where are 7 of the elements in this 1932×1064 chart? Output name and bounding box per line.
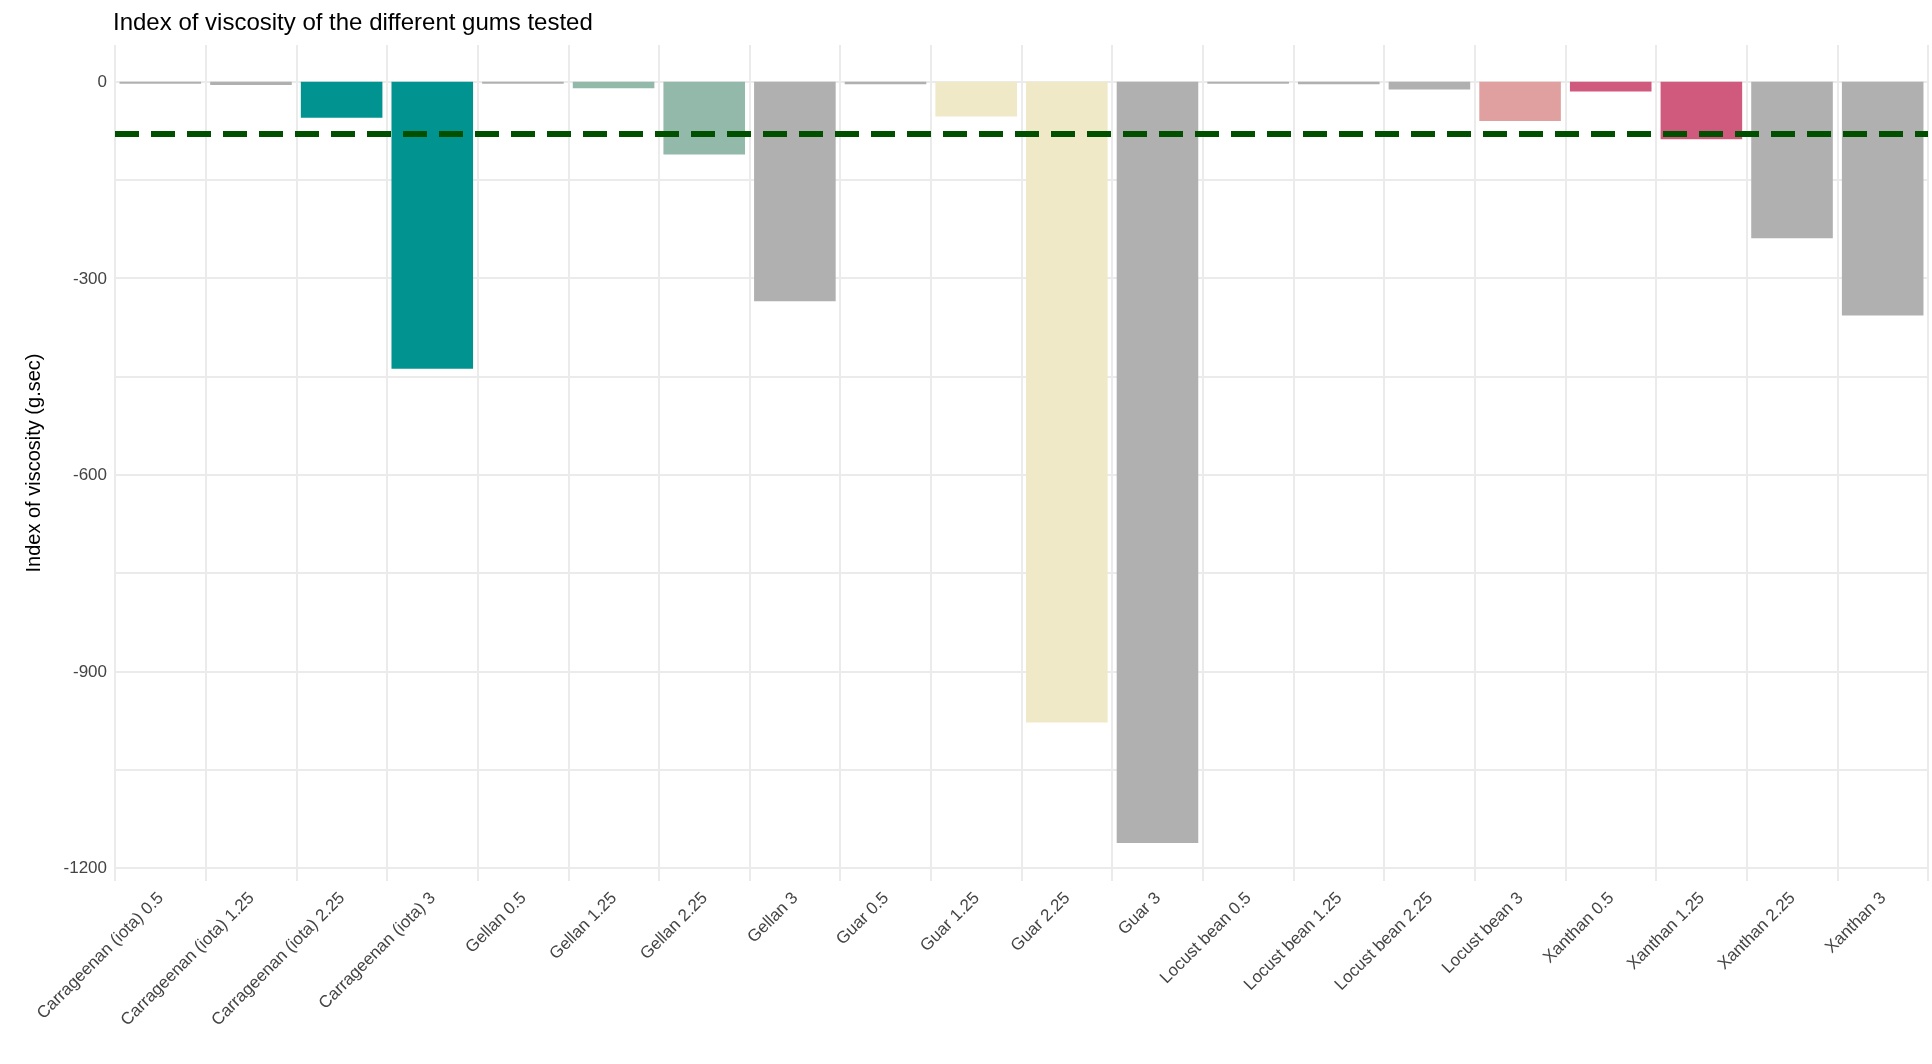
chart-title: Index of viscosity of the different gums tested (113, 7, 593, 35)
y-tick-label: -900 (72, 661, 107, 681)
y-tick-label: -600 (72, 465, 107, 485)
y-tick-label: 0 (97, 72, 107, 92)
y-tick-label: -1200 (63, 858, 107, 878)
y-axis-title: Index of viscosity (g.sec) (22, 353, 44, 573)
y-tick-label: -300 (72, 268, 107, 288)
